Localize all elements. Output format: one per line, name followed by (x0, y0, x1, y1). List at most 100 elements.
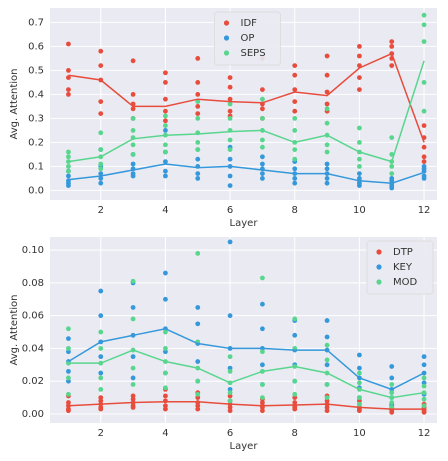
y-tick-label: 0.4 (28, 89, 44, 100)
data-point (66, 173, 71, 179)
data-point (130, 382, 136, 387)
legend-marker (376, 279, 382, 285)
data-point (324, 382, 330, 387)
data-point (421, 354, 427, 360)
data-point (421, 39, 427, 44)
data-point (163, 159, 168, 165)
data-point (324, 142, 330, 148)
data-point (130, 365, 136, 371)
data-point (260, 161, 265, 167)
data-point (130, 173, 136, 179)
data-point (324, 72, 330, 78)
data-point (292, 156, 298, 162)
data-point (130, 152, 136, 157)
data-point (227, 313, 233, 319)
data-point (227, 137, 233, 143)
y-tick-label: 0.1 (28, 161, 44, 172)
x-tick-label: 12 (418, 428, 431, 439)
data-point (292, 63, 298, 68)
data-point (421, 362, 427, 368)
data-point (195, 378, 201, 384)
data-point (163, 346, 168, 351)
y-tick-label: 0.2 (28, 137, 44, 148)
data-point (195, 156, 201, 162)
data-point (163, 80, 168, 85)
data-point (66, 391, 71, 397)
x-tick-label: 10 (353, 205, 366, 216)
data-point (324, 408, 330, 414)
legend-box (214, 11, 281, 66)
data-point (227, 116, 233, 121)
data-point (66, 336, 71, 342)
data-point (292, 406, 298, 412)
data-point (260, 408, 265, 414)
y-tick-label: 0.6 (28, 41, 44, 52)
data-point (421, 12, 427, 18)
data-point (389, 171, 395, 177)
mean-line (68, 400, 425, 410)
data-point (163, 393, 168, 399)
data-point (98, 370, 104, 376)
data-point (130, 375, 136, 381)
data-point (195, 406, 201, 412)
data-point (324, 120, 330, 126)
data-point (195, 147, 201, 153)
legend-marker (376, 249, 382, 255)
data-point (292, 127, 298, 133)
data-point (66, 164, 71, 169)
data-point (98, 313, 104, 319)
x-tick-label: 12 (418, 205, 431, 216)
data-point (130, 92, 136, 97)
data-point (227, 398, 233, 404)
data-point (421, 159, 427, 165)
legend-label: DTP (393, 247, 413, 258)
data-point (421, 154, 427, 160)
data-point (195, 104, 201, 109)
data-point (324, 395, 330, 400)
data-point (98, 180, 104, 186)
data-point (324, 106, 330, 112)
data-point (98, 375, 104, 381)
x-axis-label: Layer (230, 441, 259, 452)
data-point (227, 147, 233, 153)
data-point (260, 87, 265, 92)
data-point (389, 63, 395, 68)
legend-marker (223, 35, 230, 41)
legend-box (366, 240, 434, 295)
data-point (98, 346, 104, 351)
data-point (324, 101, 330, 107)
y-tick-label: 0.7 (28, 17, 44, 28)
data-point (130, 354, 136, 360)
data-point (98, 406, 104, 412)
data-point (130, 116, 136, 121)
data-point (195, 92, 201, 97)
mean-line (68, 60, 425, 163)
data-point (324, 161, 330, 167)
data-point (292, 147, 298, 153)
data-point (195, 359, 201, 364)
x-tick-label: 4 (162, 205, 168, 216)
x-axis-label: Layer (230, 218, 259, 229)
data-point (292, 391, 298, 397)
x-tick-label: 8 (292, 428, 298, 439)
data-point (66, 168, 71, 174)
data-point (324, 318, 330, 323)
data-point (389, 44, 395, 49)
data-point (66, 326, 71, 332)
data-point (260, 144, 265, 150)
y-axis-label: Avg. Attention (9, 294, 20, 365)
data-point (163, 370, 168, 376)
data-point (130, 305, 136, 310)
data-point (357, 370, 362, 376)
data-point (421, 80, 427, 85)
data-point (292, 176, 298, 181)
data-point (163, 118, 168, 124)
x-tick-label: 6 (227, 205, 233, 216)
data-point (260, 106, 265, 112)
mean-line (68, 327, 425, 391)
data-point (66, 154, 71, 160)
data-point (98, 387, 104, 392)
data-point (421, 144, 427, 150)
data-point (195, 111, 201, 116)
